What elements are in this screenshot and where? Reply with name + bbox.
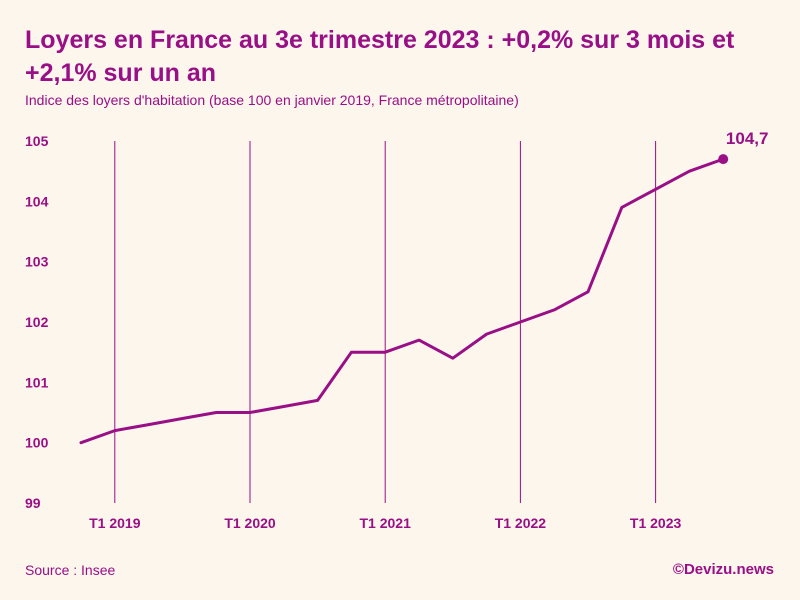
y-tick-label: 103 [25,254,49,270]
x-tick-label: T1 2020 [224,515,276,531]
y-tick-label: 105 [25,133,49,149]
y-tick-label: 99 [25,495,41,511]
series-line [79,157,725,445]
y-tick-label: 101 [25,374,49,390]
brand-credit: ©Devizu.news [672,561,774,578]
last-value-label: 104,7 [726,129,769,148]
y-tick-label: 102 [25,314,49,330]
source-note: Source : Insee [25,562,116,578]
y-tick-label: 104 [25,193,49,209]
y-tick-label: 100 [25,435,49,451]
x-tick-label: T1 2022 [495,515,547,531]
last-point-marker [718,154,729,165]
x-tick-label: T1 2019 [89,515,141,531]
chart-subtitle: Indice des loyers d'habitation (base 100… [25,92,519,108]
x-tick-label: T1 2021 [360,515,412,531]
x-tick-label: T1 2023 [630,515,682,531]
chart-title: Loyers en France au 3e trimestre 2023 : … [25,26,735,87]
